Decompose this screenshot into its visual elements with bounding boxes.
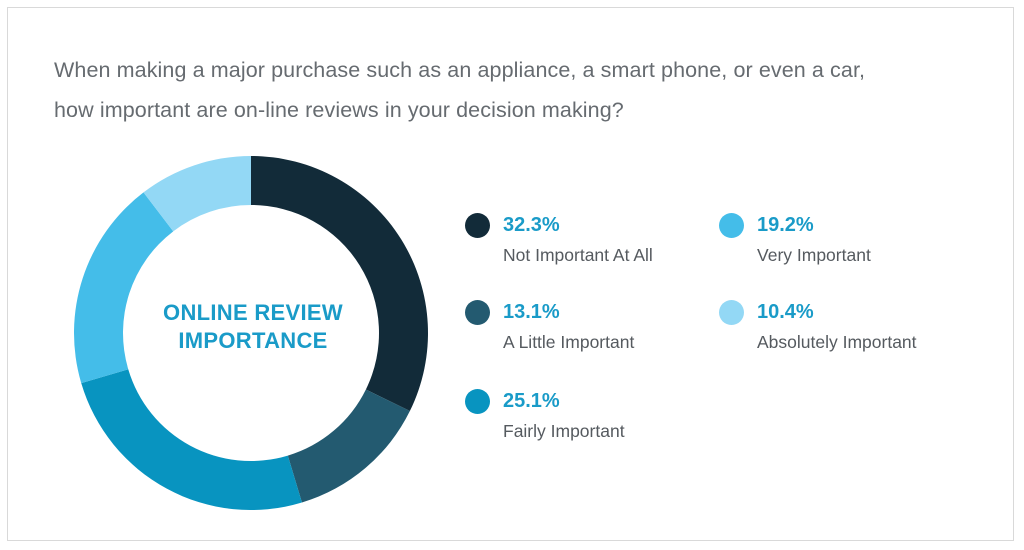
legend-category: Absolutely Important xyxy=(757,332,917,352)
donut-slice-a-little-important xyxy=(287,389,410,503)
legend-swatch xyxy=(719,300,744,325)
donut-slice-very-important xyxy=(74,192,174,384)
legend-percentage: 32.3% xyxy=(503,214,560,236)
legend-swatch xyxy=(719,213,744,238)
legend-percentage: 10.4% xyxy=(757,301,814,323)
legend-percentage: 19.2% xyxy=(757,214,814,236)
legend-item-a-little-important: 13.1% A Little Important xyxy=(465,298,725,358)
legend-item-absolutely-important: 10.4% Absolutely Important xyxy=(719,298,979,358)
donut-slice-absolutely-important xyxy=(143,156,251,232)
legend-category: Very Important xyxy=(757,245,871,265)
legend-category: A Little Important xyxy=(503,332,635,352)
donut-center-label: ONLINE REVIEW IMPORTANCE xyxy=(126,299,380,355)
center-label-line-2: IMPORTANCE xyxy=(178,328,328,353)
legend-category: Not Important At All xyxy=(503,245,653,265)
legend-swatch xyxy=(465,213,490,238)
legend-swatch xyxy=(465,300,490,325)
donut-chart xyxy=(74,156,428,510)
question-text: When making a major purchase such as an … xyxy=(54,50,994,130)
legend-item-not-important-at-all: 32.3% Not Important At All xyxy=(465,211,725,271)
legend-item-very-important: 19.2% Very Important xyxy=(719,211,979,271)
center-label-line-1: ONLINE REVIEW xyxy=(163,300,343,325)
legend-swatch xyxy=(465,389,490,414)
legend-item-fairly-important: 25.1% Fairly Important xyxy=(465,387,725,447)
donut-slice-not-important-at-all xyxy=(251,156,428,412)
legend-percentage: 13.1% xyxy=(503,301,560,323)
legend-category: Fairly Important xyxy=(503,421,625,441)
question-line-1: When making a major purchase such as an … xyxy=(54,58,866,82)
question-line-2: how important are on-line reviews in you… xyxy=(54,98,624,122)
legend-percentage: 25.1% xyxy=(503,390,560,412)
donut-slice-fairly-important xyxy=(81,369,302,510)
